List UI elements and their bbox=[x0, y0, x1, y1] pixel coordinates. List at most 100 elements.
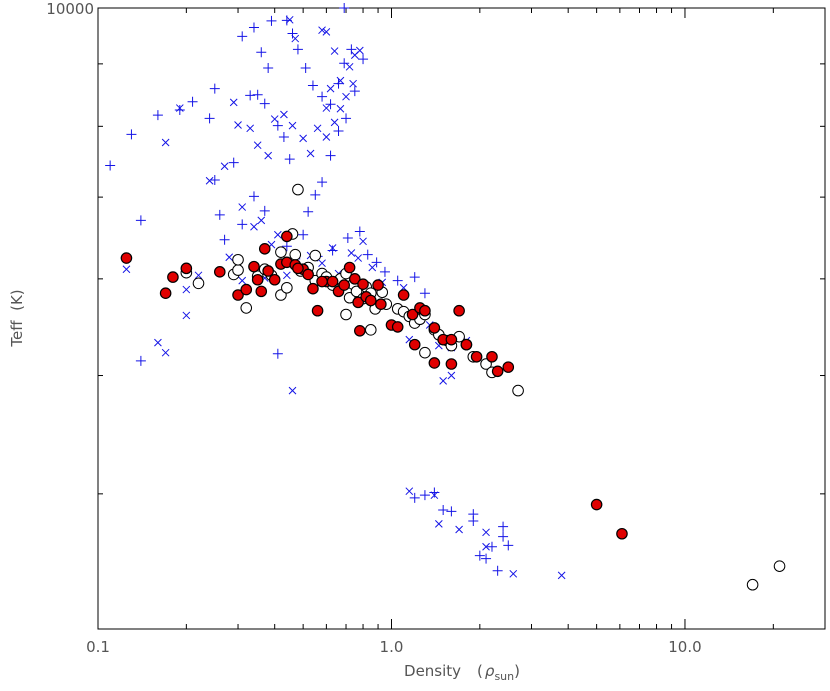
cross-marker bbox=[288, 121, 297, 130]
cross-marker bbox=[326, 84, 335, 93]
filled-circle-marker bbox=[338, 279, 350, 291]
plus-marker bbox=[263, 63, 274, 74]
cross-marker bbox=[368, 263, 377, 272]
x-axis-label-symbol: ρ bbox=[485, 662, 495, 680]
plus-marker bbox=[409, 272, 420, 283]
plus-marker bbox=[259, 205, 270, 216]
plus-marker bbox=[392, 275, 403, 286]
cross-marker bbox=[342, 92, 350, 101]
cross-marker bbox=[405, 487, 414, 496]
cross-marker bbox=[205, 176, 214, 185]
open-circle-marker bbox=[289, 248, 302, 261]
filled-circle-marker bbox=[307, 282, 319, 295]
open-circle-marker bbox=[275, 246, 287, 258]
plus-marker bbox=[498, 521, 509, 532]
plus-marker bbox=[219, 234, 230, 245]
cross-marker bbox=[285, 15, 294, 24]
filled-circle-marker bbox=[486, 350, 498, 363]
filled-circle-marker bbox=[590, 498, 603, 511]
filled-circle-marker bbox=[167, 271, 179, 283]
plus-marker bbox=[187, 96, 198, 107]
plus-marker bbox=[245, 90, 256, 101]
filled-circle-marker bbox=[251, 273, 264, 286]
plus-marker bbox=[481, 553, 492, 564]
open-circle-marker bbox=[419, 346, 431, 359]
plus-marker bbox=[342, 233, 353, 244]
plus-marker bbox=[209, 83, 220, 94]
filled-circle-marker bbox=[311, 304, 324, 317]
plus-marker bbox=[310, 189, 321, 200]
open-circle-marker bbox=[512, 384, 524, 397]
cross-marker bbox=[434, 519, 443, 528]
filled-circle-marker bbox=[460, 338, 473, 351]
cross-marker bbox=[161, 138, 170, 147]
cross-marker bbox=[447, 371, 456, 380]
plus-marker bbox=[105, 160, 116, 171]
cross-marker bbox=[557, 571, 566, 580]
cross-marker bbox=[175, 104, 184, 112]
plus-marker bbox=[300, 63, 311, 74]
filled-circle-marker bbox=[213, 266, 226, 278]
data-points bbox=[105, 3, 786, 591]
filled-circle-marker bbox=[316, 275, 328, 288]
plus-marker bbox=[362, 249, 373, 260]
cross-marker bbox=[322, 133, 331, 141]
cross-marker bbox=[349, 79, 357, 88]
cross-marker bbox=[154, 338, 162, 347]
plus-marker bbox=[341, 113, 352, 124]
filled-circle-marker bbox=[491, 365, 504, 378]
open-circle-marker bbox=[232, 253, 244, 266]
filled-circle-marker bbox=[159, 287, 172, 299]
filled-circle-marker bbox=[357, 278, 369, 290]
filled-circle-marker bbox=[375, 298, 387, 310]
plus-marker bbox=[281, 241, 292, 252]
cross-marker bbox=[282, 271, 291, 280]
plus-marker bbox=[292, 44, 303, 55]
cross-marker bbox=[354, 254, 363, 262]
plus-marker bbox=[317, 177, 328, 188]
cross-marker bbox=[253, 141, 262, 150]
cross-marker bbox=[345, 62, 354, 71]
cross-marker bbox=[347, 249, 356, 257]
cross-marker bbox=[194, 271, 203, 280]
filled-circle-marker bbox=[302, 268, 314, 281]
plus-marker bbox=[266, 15, 277, 26]
cross-marker bbox=[291, 34, 300, 43]
cross-marker bbox=[439, 377, 448, 385]
y-axis-label: Teff (K) bbox=[8, 289, 26, 347]
plus-marker bbox=[429, 487, 440, 498]
cross-marker bbox=[328, 244, 337, 252]
open-circle-marker bbox=[364, 324, 377, 336]
plus-marker bbox=[339, 3, 350, 13]
x-axis-label-text: Density bbox=[404, 662, 461, 680]
plus-marker bbox=[317, 91, 328, 102]
plus-marker bbox=[248, 22, 259, 33]
cross-marker bbox=[355, 46, 364, 55]
open-circle-marker bbox=[232, 264, 244, 276]
plus-marker bbox=[474, 550, 485, 561]
cross-marker bbox=[336, 104, 345, 113]
cross-marker bbox=[482, 528, 490, 537]
cross-marker bbox=[182, 285, 191, 294]
filled-circle-marker bbox=[616, 527, 628, 540]
open-circle-marker bbox=[192, 277, 205, 290]
filled-circle-marker bbox=[364, 294, 377, 307]
open-circle-marker bbox=[281, 281, 293, 294]
filled-circle-marker bbox=[232, 289, 244, 301]
cross-marker bbox=[234, 121, 242, 129]
filled-circle-marker bbox=[352, 296, 364, 309]
plus-marker bbox=[272, 348, 283, 359]
plus-marker bbox=[126, 129, 137, 140]
plus-marker bbox=[284, 154, 295, 165]
open-circle-marker bbox=[340, 308, 352, 321]
cross-marker bbox=[264, 151, 273, 160]
cross-marker bbox=[288, 386, 297, 395]
cross-marker bbox=[246, 124, 255, 133]
cross-marker bbox=[161, 348, 170, 357]
plus-marker bbox=[237, 31, 248, 42]
x-axis-label-open: ( bbox=[477, 662, 483, 680]
filled-circle-marker bbox=[445, 358, 458, 370]
plus-marker bbox=[259, 98, 270, 109]
cross-marker bbox=[318, 259, 326, 268]
filled-circle-marker bbox=[406, 308, 419, 321]
